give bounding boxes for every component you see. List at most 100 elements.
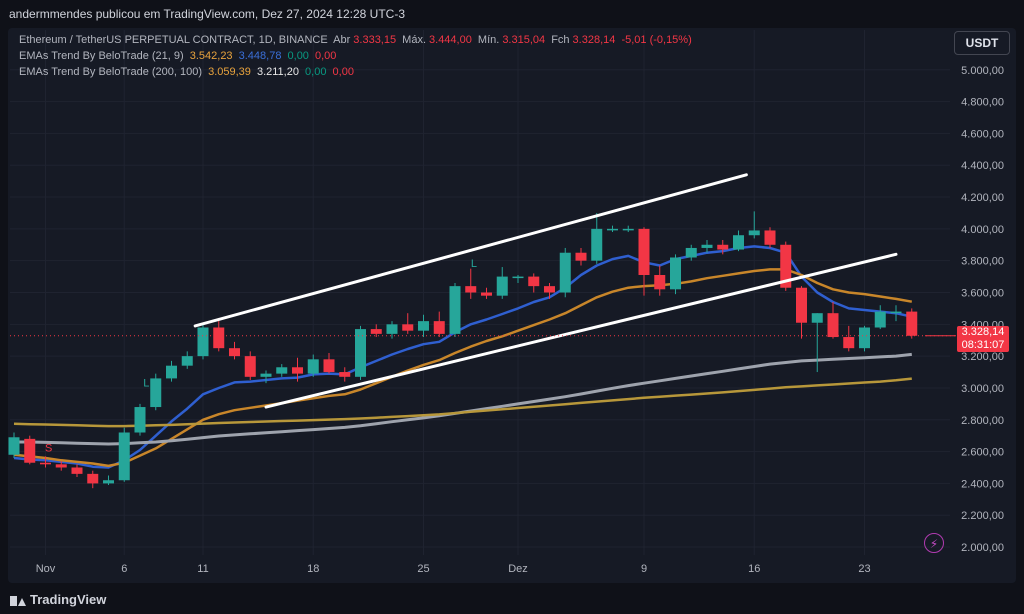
tradingview-logo[interactable]: TradingView [10, 592, 106, 607]
top-bar: andermmendes publicou em TradingView.com… [0, 0, 1024, 28]
candle-body [512, 276, 524, 279]
candle-body [685, 247, 697, 258]
x-tick-label: 6 [121, 563, 127, 575]
candle-body [307, 359, 319, 374]
y-tick-label: 3.000,00 [961, 383, 1004, 395]
candle-body [339, 372, 351, 377]
indicator-1-value-2: 3.448,78 [238, 50, 282, 62]
indicator-2-value-1: 3.059,39 [208, 66, 251, 78]
indicator-1-value-3: 0,00 [287, 50, 309, 62]
candle-body [780, 244, 792, 288]
legend-ohlc: Ethereum / TetherUS PERPETUAL CONTRACT, … [19, 34, 695, 46]
indicator-2-value-2: 3.211,20 [256, 66, 299, 78]
x-tick-label: 11 [197, 563, 208, 575]
chart-frame [8, 28, 1016, 583]
candle-body [748, 230, 760, 236]
low-label: Mín. [477, 34, 500, 46]
upper-channel-line [193, 173, 748, 328]
signal-label: L [471, 258, 477, 270]
indicator-2-value-3: 0,00 [305, 66, 327, 78]
candle-body [638, 228, 650, 275]
candle-body [276, 367, 288, 374]
x-tick-label: 18 [307, 563, 319, 575]
x-tick-label: 25 [417, 563, 429, 575]
candle-body [528, 276, 540, 287]
candle-body [559, 252, 571, 293]
high-label: Máx. [402, 34, 427, 46]
candle-body [323, 359, 335, 373]
y-tick-label: 5.000,00 [961, 65, 1004, 77]
close-value: 3.328,14 [572, 34, 616, 46]
candle-body [843, 337, 855, 349]
candle-body [575, 252, 587, 261]
x-tick-label: 9 [641, 563, 647, 575]
candle-body [71, 467, 83, 474]
candle-body [544, 286, 555, 293]
y-tick-label: 2.000,00 [961, 542, 1004, 554]
candle-body [670, 257, 681, 290]
candle-body [55, 464, 67, 468]
y-tick-label: 4.800,00 [961, 97, 1004, 109]
ema-line-ema-100 [14, 352, 912, 446]
x-tick-label: Dez [508, 563, 528, 575]
candle-body [906, 311, 918, 336]
candle-body [292, 367, 303, 374]
candle-body [213, 327, 225, 349]
y-tick-label: 2.600,00 [961, 447, 1004, 459]
candle-body [449, 286, 461, 334]
indicator-2-value-4: 0,00 [332, 66, 354, 78]
y-tick-label: 2.800,00 [961, 415, 1004, 427]
candle-body [260, 373, 272, 377]
ema-line-ema-21 [13, 268, 913, 468]
legend-symbol[interactable]: Ethereum / TetherUS PERPETUAL CONTRACT, … [19, 34, 328, 46]
candle-body [827, 313, 839, 338]
candle-body [433, 321, 445, 334]
y-tick-label: 4.200,00 [961, 192, 1004, 204]
candle-body [496, 276, 508, 296]
candle-body [796, 287, 807, 323]
candle-body [701, 244, 713, 248]
indicator-1-value-1: 3.542,23 [189, 50, 233, 62]
change-value: -5,01 (-0,15%) [621, 34, 692, 46]
tradingview-logo-icon [10, 595, 26, 606]
x-tick-label: 16 [748, 563, 760, 575]
y-tick-label: 3.200,00 [961, 351, 1004, 363]
high-value: 3.444,00 [429, 34, 472, 46]
y-tick-label: 2.400,00 [961, 478, 1004, 490]
candle-body [811, 313, 823, 323]
candle-body [418, 321, 429, 331]
open-label: Abr [333, 34, 351, 46]
y-tick-label: 4.600,00 [961, 128, 1004, 140]
candle-body [591, 228, 603, 261]
candle-body [166, 365, 177, 379]
candle-body [465, 286, 477, 293]
candle-body [244, 356, 256, 377]
candle-body [8, 437, 20, 455]
candle-body [733, 235, 744, 250]
legend-indicator-1[interactable]: EMAs Trend By BeloTrade (21, 9) 3.542,23… [19, 50, 339, 62]
y-tick-label: 4.000,00 [961, 224, 1004, 236]
published-info: andermmendes publicou em TradingView.com… [9, 7, 405, 21]
candle-body [402, 324, 414, 331]
y-tick-label: 2.200,00 [961, 510, 1004, 522]
candle-body [40, 462, 51, 465]
candle-body [386, 324, 398, 334]
candle-body [87, 473, 99, 484]
currency-button[interactable]: USDT [954, 31, 1010, 55]
close-label: Fch [551, 34, 570, 46]
lightning-icon[interactable]: ⚡ [924, 533, 944, 553]
candle-body [481, 292, 492, 296]
y-tick-label: 3.600,00 [961, 288, 1004, 300]
ema-line-ema-9 [13, 245, 913, 469]
ema-line-ema-200 [13, 377, 912, 428]
signal-label: L [143, 377, 149, 389]
candle-body [370, 329, 382, 334]
candle-body [717, 244, 729, 250]
candle-body [859, 327, 870, 349]
legend-indicator-2[interactable]: EMAs Trend By BeloTrade (200, 100) 3.059… [19, 66, 357, 78]
candle-body [118, 432, 130, 481]
indicator-1-name: EMAs Trend By BeloTrade (21, 9) [19, 50, 184, 62]
candle-body [197, 327, 209, 357]
last-price: 3.328,14 [961, 326, 1005, 338]
